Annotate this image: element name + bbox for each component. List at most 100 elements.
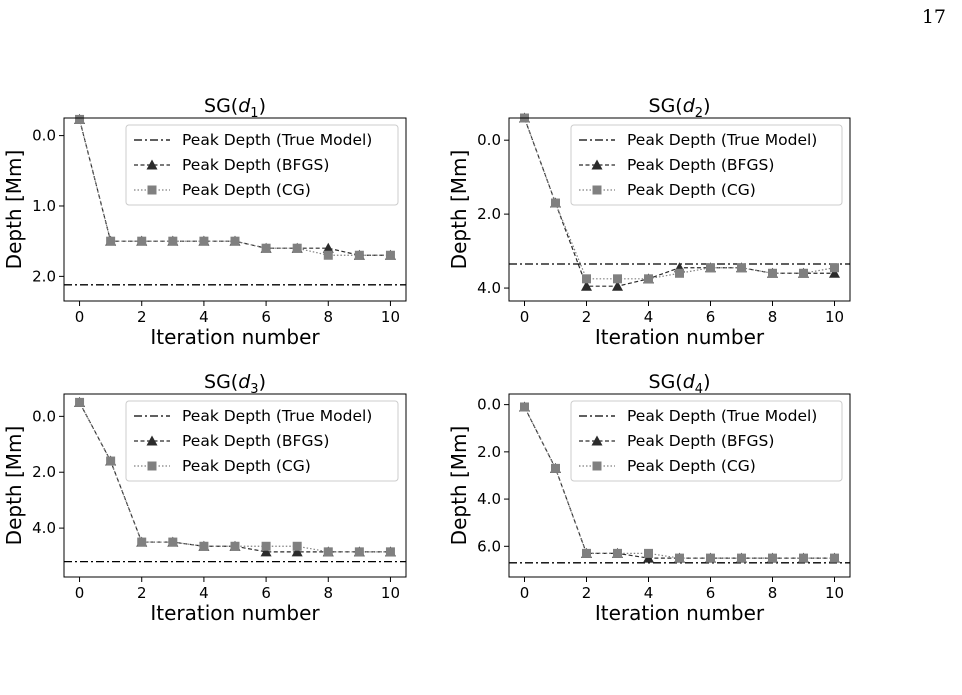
legend-label-bfgs: Peak Depth (BFGS) [627, 432, 774, 450]
legend-label-true: Peak Depth (True Model) [627, 131, 817, 149]
x-tick-label: 4 [199, 584, 209, 602]
y-axis-label: Depth [Mm] [2, 426, 26, 546]
legend-label-bfgs: Peak Depth (BFGS) [627, 156, 774, 174]
x-tick-label: 10 [381, 584, 400, 602]
legend-marker-cg [592, 461, 602, 471]
chart-title: SG(d4) [649, 371, 711, 397]
legend-label-cg: Peak Depth (CG) [627, 457, 756, 475]
y-tick-label: 0.0 [477, 396, 501, 414]
legend-label-cg: Peak Depth (CG) [627, 181, 756, 199]
x-tick-label: 6 [261, 308, 271, 326]
cg-point [106, 236, 116, 246]
cg-point [168, 537, 178, 547]
y-axis-label: Depth [Mm] [447, 150, 471, 270]
plot-frame [508, 393, 851, 578]
cg-point [706, 263, 715, 273]
bfgs-point [322, 242, 334, 253]
title-suffix: ) [703, 371, 710, 393]
y-tick-label: 1.0 [32, 197, 56, 215]
cg-point [168, 236, 178, 246]
cg-point [799, 553, 808, 563]
title-suffix: ) [703, 95, 710, 117]
cg-point [799, 268, 808, 278]
title-prefix: SG( [204, 371, 238, 393]
legend-label-true: Peak Depth (True Model) [182, 131, 372, 149]
y-tick-label: 0.0 [477, 131, 501, 149]
legend-marker-cg [147, 461, 157, 471]
bfgs-point [291, 546, 303, 557]
x-tick-label: 0 [520, 308, 530, 326]
legend-marker-bfgs [146, 435, 158, 446]
y-axis-label: Depth [Mm] [2, 150, 26, 270]
legend-label-true: Peak Depth (True Model) [627, 407, 817, 425]
cg-point [644, 548, 653, 558]
cg-point [551, 198, 560, 208]
legend-box [125, 124, 399, 206]
page-number: 17 [921, 6, 946, 28]
cg-point [582, 548, 591, 558]
x-tick-label: 10 [381, 308, 400, 326]
x-tick-label: 4 [644, 308, 654, 326]
x-tick-label: 2 [582, 308, 592, 326]
title-subscript: 1 [250, 106, 258, 121]
y-tick-label: 4.0 [32, 519, 56, 537]
plot-frame [508, 117, 851, 302]
cg-point [199, 541, 209, 551]
cg-point [261, 243, 271, 253]
cg-point [737, 263, 746, 273]
cg-point [230, 236, 240, 246]
y-tick-label: 0.0 [32, 127, 56, 145]
title-subscript: 4 [695, 382, 703, 397]
x-axis-label: Iteration number [150, 601, 320, 625]
cg-point [675, 553, 684, 563]
cg-point [137, 236, 147, 246]
chart-title: SG(d2) [649, 95, 711, 121]
cg-point [292, 541, 302, 551]
legend-marker-cg [592, 185, 602, 195]
y-tick-label: 2.0 [477, 443, 501, 461]
y-axis-label: Depth [Mm] [447, 426, 471, 546]
y-tick-label: 2.0 [477, 205, 501, 223]
legend-box [570, 124, 843, 206]
y-tick-label: 2.0 [32, 463, 56, 481]
x-tick-label: 2 [137, 584, 147, 602]
x-tick-label: 10 [825, 584, 844, 602]
cg-point [613, 548, 622, 558]
bfgs-point [829, 267, 840, 278]
x-tick-label: 0 [520, 584, 530, 602]
x-axis-label: Iteration number [595, 601, 765, 625]
cg-point [354, 250, 364, 260]
x-tick-label: 6 [706, 584, 716, 602]
title-suffix: ) [259, 95, 266, 117]
cg-point [551, 463, 560, 473]
cg-point [830, 263, 839, 273]
legend-marker-bfgs [146, 159, 158, 170]
cg-point [582, 274, 591, 284]
legend-label-cg: Peak Depth (CG) [182, 181, 311, 199]
x-axis-label: Iteration number [595, 325, 765, 349]
cg-point [830, 553, 839, 563]
legend-marker-cg [147, 185, 157, 195]
cg-point [75, 114, 85, 124]
cg-point [230, 541, 240, 551]
plot-frame [63, 117, 407, 302]
title-variable: d [683, 371, 696, 393]
x-tick-label: 2 [137, 308, 147, 326]
cg-point [613, 274, 622, 284]
x-tick-label: 0 [75, 584, 85, 602]
x-axis-label: Iteration number [150, 325, 320, 349]
title-prefix: SG( [649, 371, 683, 393]
title-variable: d [238, 371, 251, 393]
x-tick-label: 8 [768, 584, 778, 602]
title-prefix: SG( [204, 95, 238, 117]
cg-point [385, 547, 395, 557]
title-subscript: 3 [250, 382, 258, 397]
title-variable: d [238, 95, 251, 117]
x-tick-label: 4 [644, 584, 654, 602]
x-tick-label: 4 [199, 308, 209, 326]
cg-point [737, 553, 746, 563]
cg-point [261, 541, 271, 551]
title-prefix: SG( [649, 95, 683, 117]
